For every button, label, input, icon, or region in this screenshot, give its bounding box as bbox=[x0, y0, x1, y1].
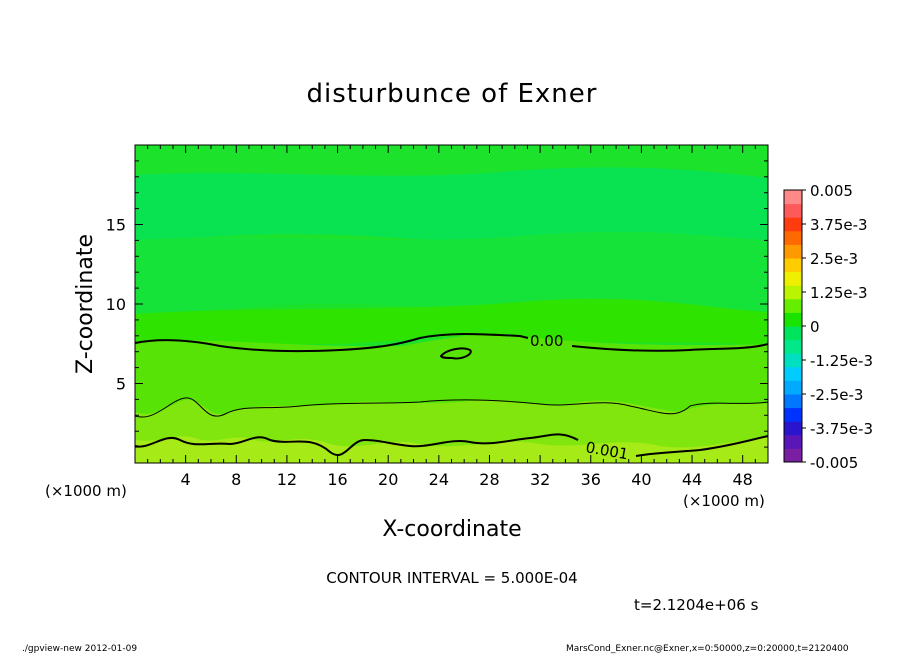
y-axis-label: Z-coordinate bbox=[73, 234, 98, 374]
colorbar-label: 1.25e-3 bbox=[810, 284, 868, 302]
colorbar-segment bbox=[784, 203, 802, 218]
fill-band-upper bbox=[135, 167, 768, 242]
footer-right: MarsCond_Exner.nc@Exner,x=0:50000,z=0:20… bbox=[566, 644, 849, 654]
colorbar-labels: 0.005 3.75e-3 2.5e-3 1.25e-3 0 -1.25e-3 -2.5e-… bbox=[802, 182, 873, 472]
contour-line-lower-right bbox=[635, 435, 769, 457]
x-tick-label: 48 bbox=[733, 470, 753, 489]
contour-interval-note: CONTOUR INTERVAL = 5.000E-04 bbox=[326, 569, 577, 587]
contour-line-zero bbox=[134, 333, 529, 353]
colorbar-segment bbox=[784, 448, 802, 463]
colorbar-label: 0 bbox=[810, 318, 820, 336]
x-tick-label: 20 bbox=[378, 470, 398, 489]
fill-band-mid bbox=[135, 298, 768, 345]
x-tick-label: 8 bbox=[231, 470, 241, 489]
colorbar-segment bbox=[784, 244, 802, 259]
colorbar-segment bbox=[784, 258, 802, 273]
colorbar-segment bbox=[784, 353, 802, 368]
colorbar-segment bbox=[784, 312, 802, 327]
colorbar-label: 3.75e-3 bbox=[810, 216, 868, 234]
colorbar-label: -2.5e-3 bbox=[810, 386, 863, 404]
x-tick-label: 36 bbox=[581, 470, 601, 489]
colorbar-segment bbox=[784, 394, 802, 409]
contour-line-lower bbox=[134, 433, 579, 456]
colorbar-segment bbox=[784, 434, 802, 449]
x-tick-label: 40 bbox=[631, 470, 651, 489]
x-axis-unit-right: (×1000 m) bbox=[683, 492, 765, 510]
y-axis-ticks: 5 10 15 bbox=[106, 160, 768, 448]
x-axis-ticks: 4 8 12 16 20 24 28 32 36 40 44 48 bbox=[147, 145, 756, 489]
contour-line-zero-right bbox=[571, 343, 769, 352]
y-tick-label: 15 bbox=[106, 216, 126, 235]
colorbar-segment bbox=[784, 407, 802, 422]
x-axis-unit-left: (×1000 m) bbox=[45, 482, 127, 500]
time-note: t=2.1204e+06 s bbox=[634, 596, 759, 614]
colorbar-label: -1.25e-3 bbox=[810, 352, 873, 370]
plot-area bbox=[134, 144, 769, 464]
x-tick-label: 4 bbox=[181, 470, 191, 489]
colorbar-label: 2.5e-3 bbox=[810, 250, 858, 268]
colorbar-segment bbox=[784, 380, 802, 395]
colorbar-segment bbox=[784, 366, 802, 381]
colorbar-label: -0.005 bbox=[810, 454, 858, 472]
colorbar bbox=[783, 189, 803, 463]
colorbar-segment bbox=[784, 326, 802, 341]
x-tick-label: 32 bbox=[530, 470, 550, 489]
y-tick-label: 10 bbox=[106, 295, 126, 314]
colorbar-label: 0.005 bbox=[810, 182, 853, 200]
contour-closed-loop bbox=[439, 347, 472, 360]
colorbar-segment bbox=[784, 339, 802, 354]
x-tick-label: 24 bbox=[429, 470, 449, 489]
x-axis-label: X-coordinate bbox=[382, 517, 521, 542]
chart-title: disturbunce of Exner bbox=[307, 79, 598, 109]
x-tick-label: 28 bbox=[479, 470, 499, 489]
fill-band-bottom bbox=[135, 436, 768, 463]
colorbar-segment bbox=[784, 285, 802, 300]
y-tick-label: 5 bbox=[116, 375, 126, 394]
colorbar-segment bbox=[784, 190, 802, 205]
x-tick-label: 16 bbox=[327, 470, 347, 489]
contour-label-zero: 0.00 bbox=[530, 332, 563, 350]
contour-lines bbox=[134, 333, 769, 457]
fill-band-mid-upper bbox=[135, 231, 768, 316]
colorbar-label: -3.75e-3 bbox=[810, 420, 873, 438]
x-tick-label: 12 bbox=[277, 470, 297, 489]
colorbar-segment bbox=[784, 271, 802, 286]
colorbar-segment bbox=[784, 217, 802, 232]
colorbar-segment bbox=[784, 421, 802, 436]
x-tick-label: 44 bbox=[682, 470, 702, 489]
colorbar-segment bbox=[784, 230, 802, 245]
contour-line-mid bbox=[134, 397, 769, 418]
colorbar-segment bbox=[784, 298, 802, 313]
footer-left: ./gpview-new 2012-01-09 bbox=[22, 644, 137, 654]
